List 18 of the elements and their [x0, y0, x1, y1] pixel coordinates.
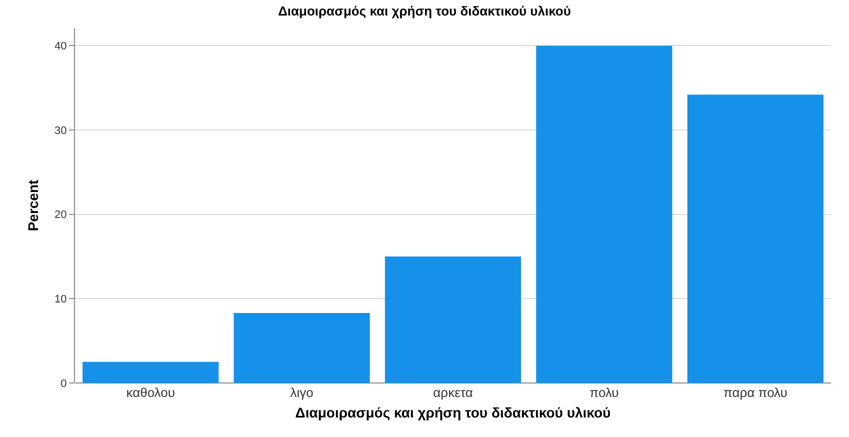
bar — [234, 313, 370, 383]
y-axis-title: Percent — [25, 179, 42, 232]
chart-title: Διαμοιρασμός και χρήση του διδακτικού υλικού — [278, 4, 572, 19]
x-tick-label: λιγο — [290, 385, 314, 400]
bar — [536, 46, 672, 383]
y-tick-label: 20 — [54, 209, 67, 222]
bar — [82, 362, 219, 383]
y-tick-label: 30 — [54, 124, 67, 137]
x-tick-label: παρα πολυ — [723, 385, 788, 400]
bar — [687, 94, 824, 383]
x-tick-label: αρκετα — [433, 385, 474, 400]
y-tick-label: 40 — [54, 40, 67, 53]
y-tick-label: 0 — [60, 378, 67, 390]
x-tick-label: πολυ — [590, 385, 619, 400]
y-tick-label: 10 — [54, 294, 67, 306]
x-tick-label: καθολου — [126, 385, 175, 400]
bar — [384, 256, 522, 383]
x-axis-title: Διαμοιρασμός και χρήση του διδακτικού υλικού — [295, 404, 611, 420]
